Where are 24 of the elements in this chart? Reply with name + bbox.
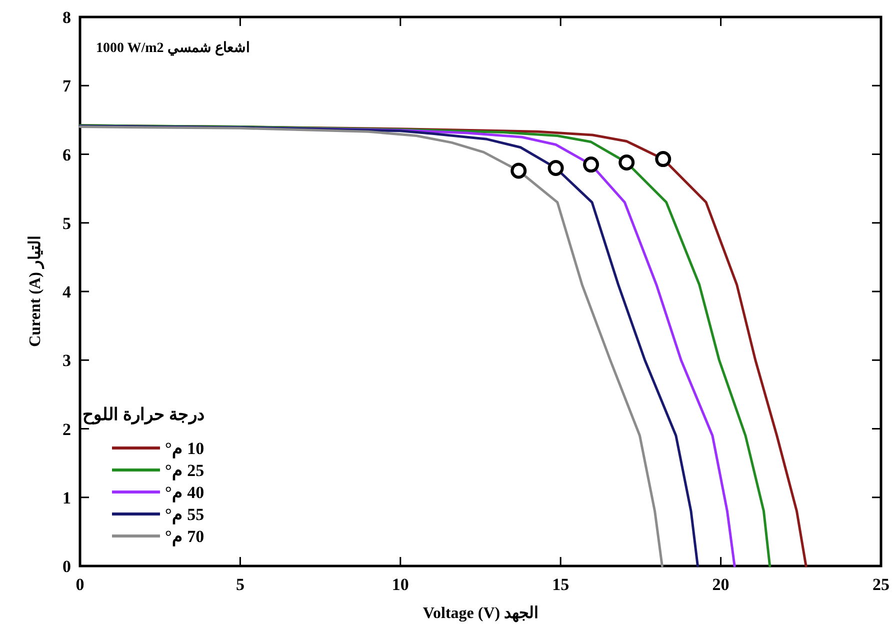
- legend-label: 70 م°: [165, 527, 204, 547]
- legend-label: 25 م°: [165, 461, 204, 481]
- legend-label: 10 م°: [165, 439, 204, 459]
- annotation: 1000 W/m2 اشعاع شمسي: [96, 41, 250, 56]
- y-axis-title: Curent (A) التيار: [27, 236, 45, 347]
- y-tick-label: 3: [62, 351, 71, 370]
- x-tick-label: 25: [872, 575, 890, 594]
- x-tick-label: 10: [392, 575, 409, 594]
- x-axis-title: Voltage (V) الجهد: [422, 605, 538, 623]
- x-tick-label: 20: [712, 575, 730, 594]
- y-tick-label: 4: [62, 282, 72, 302]
- legend-label: 40 م°: [165, 483, 204, 503]
- x-tick-label: 5: [236, 575, 244, 594]
- x-tick-label: 0: [76, 575, 84, 594]
- y-tick-label: 0: [62, 557, 71, 576]
- y-tick-label: 6: [62, 145, 71, 164]
- x-tick-label: 15: [552, 575, 570, 594]
- y-tick-label: 2: [62, 420, 71, 439]
- y-tick-label: 1: [62, 488, 71, 508]
- legend-label: 55 م°: [165, 505, 204, 525]
- y-tick-label: 7: [62, 76, 72, 96]
- y-tick-label: 5: [62, 214, 71, 233]
- legend-title: درجة حرارة اللوح: [82, 405, 205, 425]
- y-tick-label: 8: [62, 8, 71, 27]
